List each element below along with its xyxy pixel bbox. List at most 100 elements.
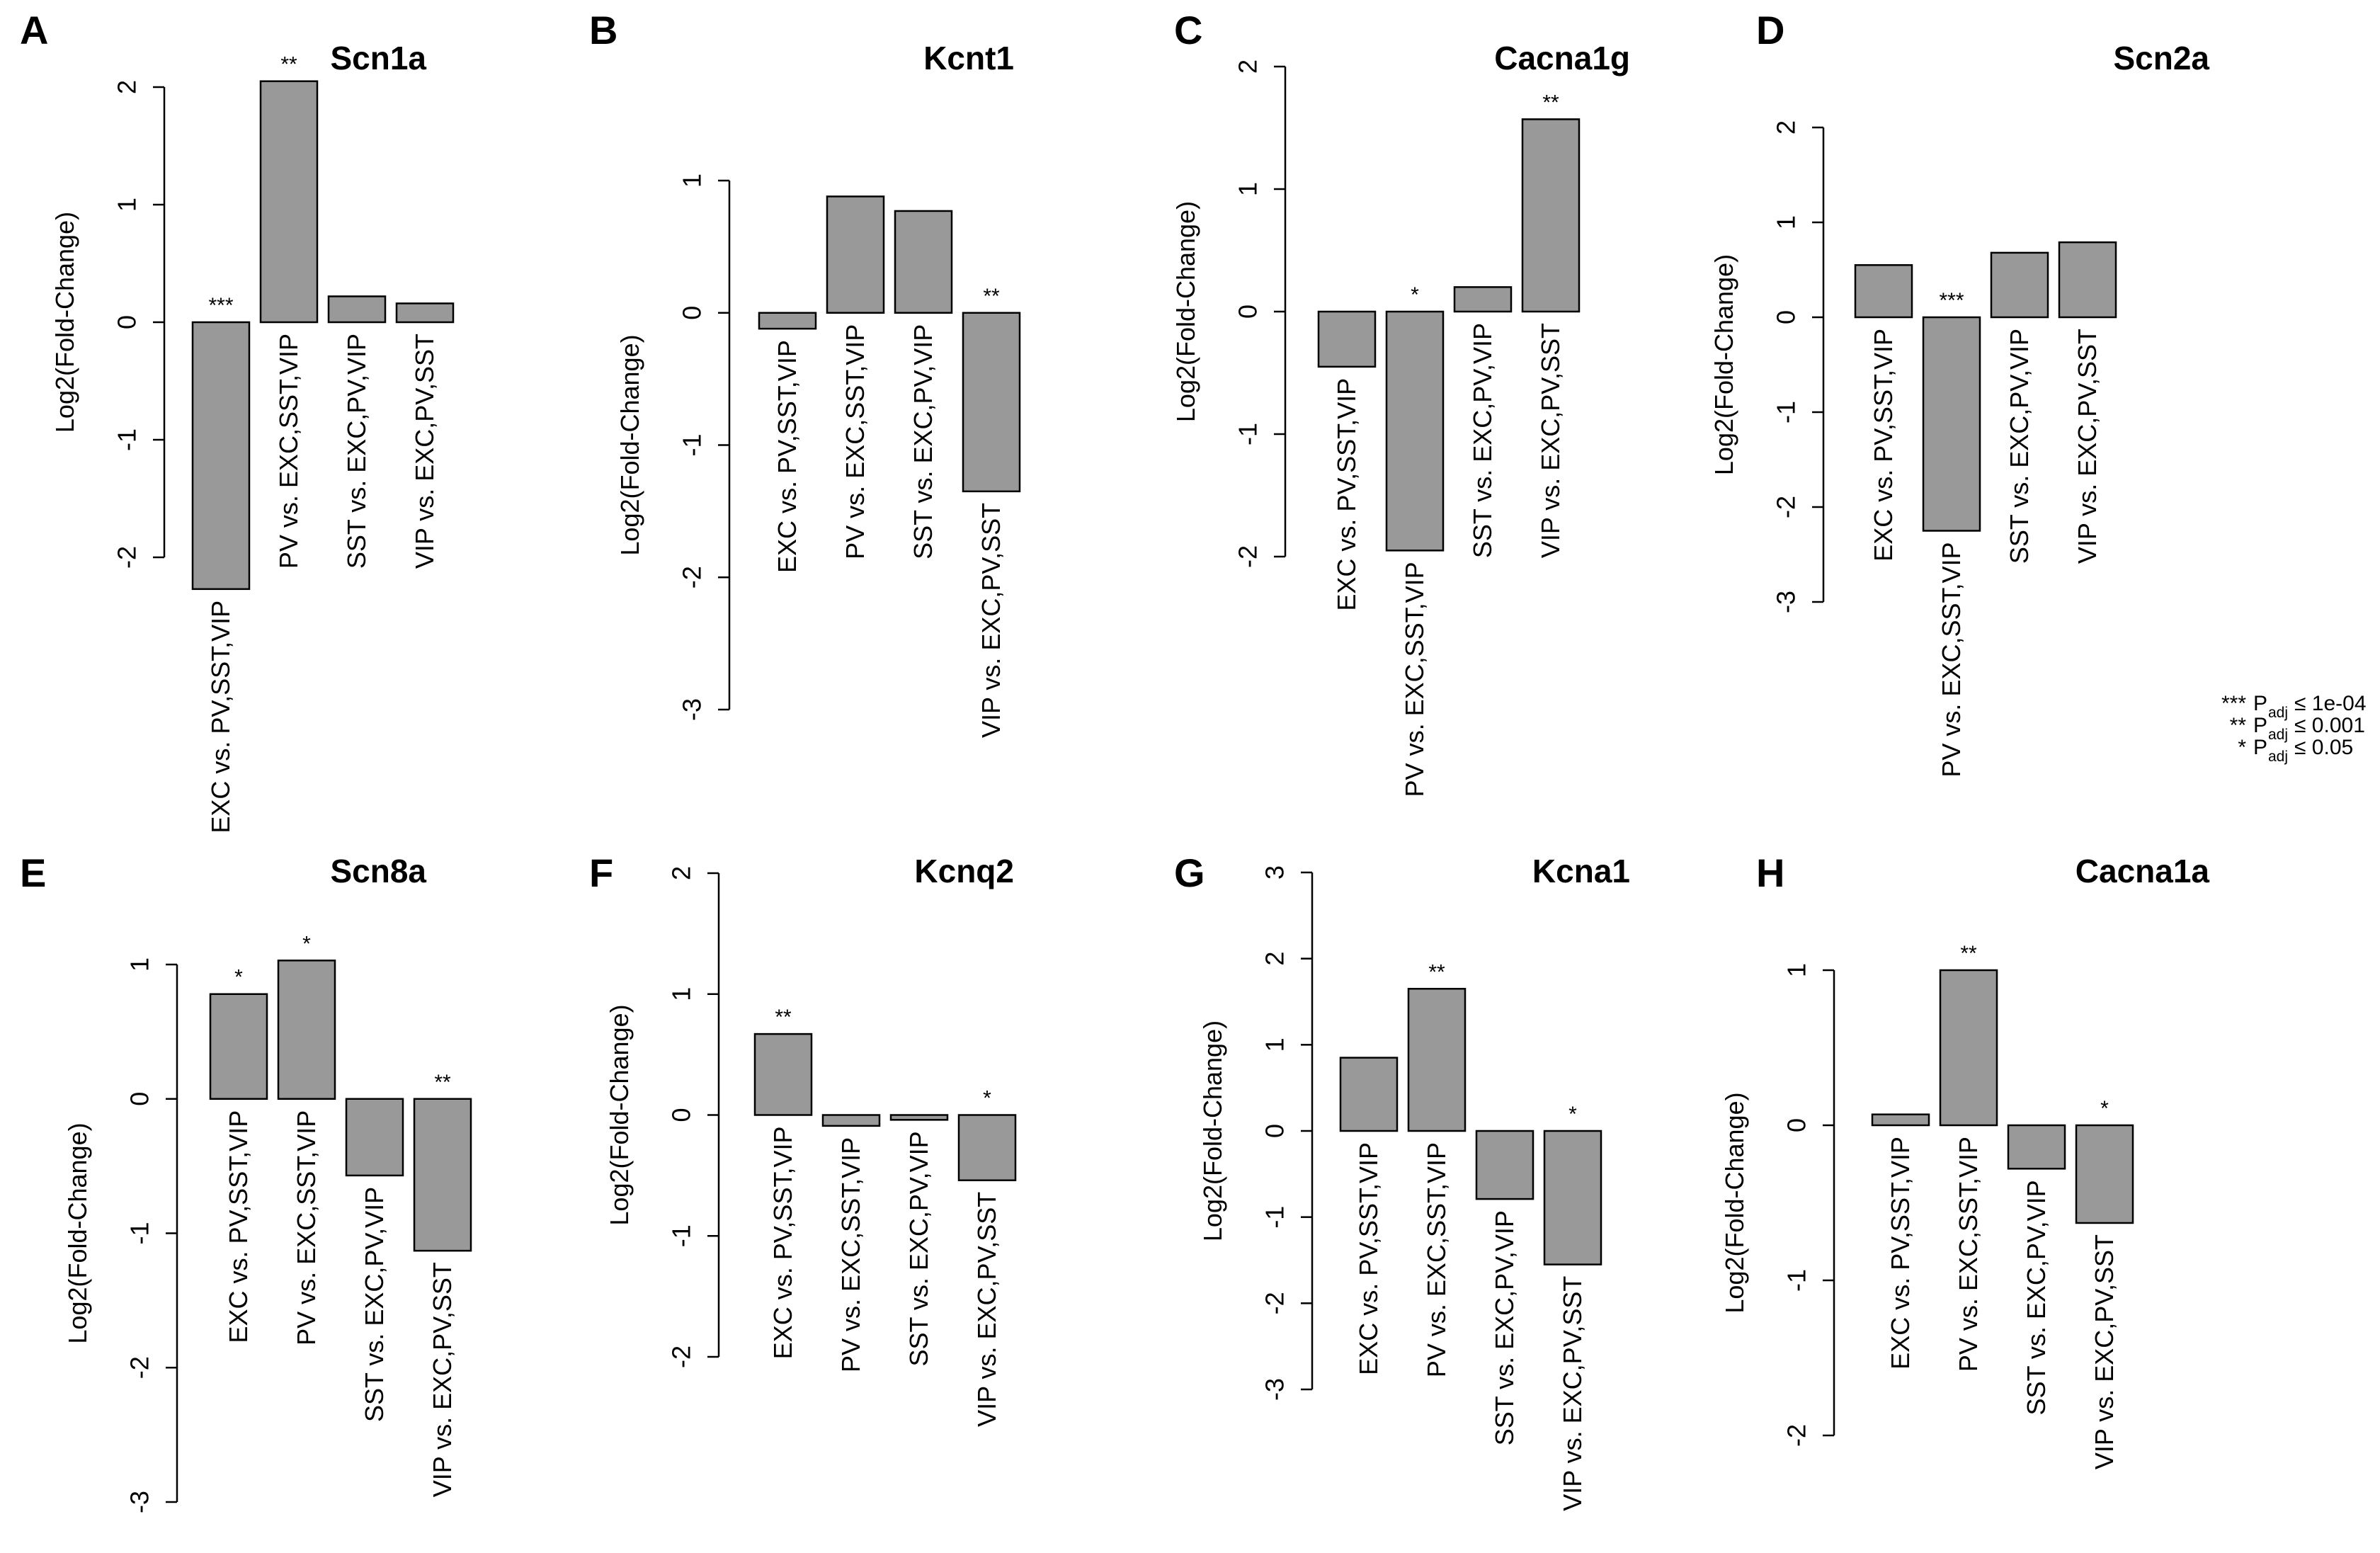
bar: [1871, 1113, 1930, 1127]
y-tick-label: -2: [125, 1356, 154, 1379]
y-tick-label: -1: [1260, 1206, 1289, 1229]
category-label: EXC vs. PV,SST,VIP: [1332, 378, 1361, 611]
y-axis-label: Log2(Fold-Change): [1171, 201, 1200, 422]
significance-marker: **: [983, 285, 1000, 308]
category-label: VIP vs. EXC,PV,SST: [1558, 1276, 1587, 1511]
bar: [1453, 286, 1513, 313]
y-axis-label: Log2(Fold-Change): [605, 1004, 634, 1225]
bar: [209, 993, 268, 1100]
significance-marker: **: [1428, 960, 1445, 984]
legend-stars: **: [2230, 714, 2247, 737]
category-label: SST vs. EXC,PV,VIP: [2005, 329, 2034, 564]
significance-marker: **: [1960, 942, 1977, 965]
y-axis-label: Log2(Fold-Change): [50, 212, 79, 433]
bar: [1543, 1130, 1602, 1265]
y-tick-label: 1: [667, 987, 696, 1001]
panel-letter: H: [1756, 851, 1784, 895]
y-tick-label: -1: [1772, 401, 1801, 423]
bar: [826, 195, 885, 314]
chart-panel-c: C Cacna1g -2 -1 0 1 2 Log2(Fold-Change) EXC vs. …: [1171, 8, 1630, 797]
y-tick-label: -2: [1234, 545, 1263, 568]
y-tick-label: -2: [667, 1346, 696, 1368]
category-label: EXC vs. PV,SST,VIP: [224, 1110, 253, 1343]
category-label: EXC vs. PV,SST,VIP: [206, 601, 235, 834]
chart-panel-a: A Scn1a -2 -1 0 1 2 Log2(Fold-Change) *** EXC vs.…: [20, 8, 455, 834]
legend-subscript: adj: [2268, 705, 2288, 721]
category-label: PV vs. EXC,SST,VIP: [1400, 562, 1429, 797]
chart-panel-g: G Kcna1 -3 -2 -1 0 1 2 3 Log2(Fold-Change) EXC vs.…: [1174, 851, 1630, 1511]
chart-title: Cacna1g: [1494, 40, 1630, 76]
bar: [2058, 241, 2117, 319]
significance-marker: **: [1542, 91, 1559, 114]
bar: [277, 960, 336, 1100]
category-label: VIP vs. EXC,PV,SST: [428, 1262, 457, 1497]
panel-letter: E: [20, 851, 46, 895]
significance-marker: ***: [208, 294, 233, 317]
category-label: VIP vs. EXC,PV,SST: [977, 503, 1006, 738]
chart-panel-f: F Kcnq2 -2 -1 0 1 2 Log2(Fold-Change) ** EXC vs. …: [589, 851, 1017, 1427]
panel-letter: A: [20, 8, 48, 52]
significance-marker: **: [775, 1006, 792, 1029]
legend-entry: *** P adj ≤ 1e-04: [2221, 692, 2367, 721]
y-tick-label: -2: [1782, 1424, 1811, 1447]
y-tick-label: -1: [1234, 423, 1263, 445]
significance-legend: *** P adj ≤ 1e-04 ** P adj ≤ 0.001 * P a…: [2221, 692, 2367, 765]
significance-marker: *: [234, 966, 243, 989]
chart-panel-b: B Kcnt1 -3 -2 -1 0 1 Log2(Fold-Change) EXC vs. P…: [589, 8, 1021, 738]
bar: [2075, 1124, 2134, 1224]
category-label: PV vs. EXC,SST,VIP: [836, 1137, 865, 1372]
category-label: PV vs. EXC,SST,VIP: [1937, 542, 1966, 778]
panel-letter: B: [589, 8, 617, 52]
y-tick-label: 2: [1772, 120, 1801, 135]
bar: [894, 210, 953, 314]
chart-title: Scn1a: [330, 40, 426, 76]
bar: [345, 1098, 404, 1177]
category-label: SST vs. EXC,PV,VIP: [909, 324, 938, 559]
category-label: PV vs. EXC,SST,VIP: [841, 324, 870, 559]
chart-title: Cacna1a: [2076, 853, 2210, 889]
category-label: VIP vs. EXC,PV,SST: [1536, 323, 1565, 558]
y-tick-label: -2: [113, 546, 142, 569]
category-label: EXC vs. PV,SST,VIP: [1869, 329, 1898, 562]
panel-letter: F: [589, 851, 613, 895]
panel-letter: C: [1174, 8, 1202, 52]
chart-title: Kcnq2: [914, 853, 1014, 889]
significance-marker: *: [2100, 1097, 2109, 1120]
chart-panel-h: H Cacna1a -2 -1 0 1 Log2(Fold-Change) EXC vs. P…: [1720, 851, 2209, 1469]
y-tick-label: 1: [1772, 215, 1801, 229]
category-label: EXC vs. PV,SST,VIP: [768, 1127, 797, 1360]
category-label: PV vs. EXC,SST,VIP: [1954, 1137, 1983, 1372]
significance-marker: **: [434, 1071, 451, 1094]
category-label: PV vs. EXC,SST,VIP: [274, 334, 303, 569]
bar: [889, 1114, 949, 1121]
category-label: PV vs. EXC,SST,VIP: [292, 1110, 321, 1346]
y-tick-label: 0: [1260, 1124, 1289, 1138]
y-tick-label: 1: [678, 173, 707, 188]
category-label: VIP vs. EXC,PV,SST: [2073, 329, 2102, 564]
y-tick-label: 2: [1234, 59, 1263, 74]
y-axis-label: Log2(Fold-Change): [63, 1122, 92, 1343]
category-label: SST vs. EXC,PV,VIP: [1490, 1210, 1519, 1445]
y-tick-label: 0: [113, 315, 142, 329]
y-tick-label: 0: [667, 1108, 696, 1122]
bar: [962, 312, 1021, 493]
y-tick-label: 2: [113, 80, 142, 94]
y-tick-label: 0: [678, 306, 707, 320]
category-label: SST vs. EXC,PV,VIP: [360, 1187, 389, 1422]
significance-marker: **: [280, 53, 297, 76]
category-label: SST vs. EXC,PV,VIP: [2022, 1180, 2051, 1415]
y-tick-label: -2: [1260, 1292, 1289, 1314]
category-label: EXC vs. PV,SST,VIP: [773, 340, 802, 573]
bar: [1407, 988, 1467, 1132]
bar: [1939, 969, 1998, 1127]
category-label: SST vs. EXC,PV,VIP: [904, 1131, 933, 1366]
panel-letter: D: [1756, 8, 1784, 52]
y-tick-label: 2: [1260, 952, 1289, 966]
significance-marker: *: [1411, 283, 1419, 307]
y-tick-label: 1: [113, 198, 142, 212]
y-tick-label: -1: [113, 428, 142, 451]
y-tick-label: -1: [667, 1224, 696, 1247]
panel-letter: G: [1174, 851, 1205, 895]
chart-title: Kcna1: [1532, 853, 1630, 889]
bar: [1990, 251, 2049, 319]
